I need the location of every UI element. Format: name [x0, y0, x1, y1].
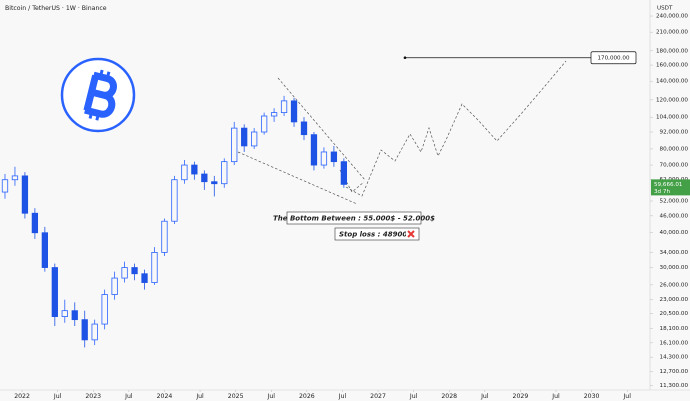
candle-body	[51, 267, 58, 317]
candle-body	[91, 323, 98, 341]
candle-body	[131, 267, 138, 275]
candle-body	[111, 277, 118, 295]
bottom-note-box	[286, 211, 422, 225]
chart-title: Bitcoin / TetherUS · 1W · Binance	[5, 5, 107, 12]
y-unit: USDT	[657, 6, 673, 12]
candle-body	[241, 127, 248, 147]
stop-loss-note: Stop loss : 48900$	[339, 231, 412, 239]
cross-icon	[406, 229, 416, 239]
y-tick-label: 140,000.00	[656, 79, 688, 85]
target-label: 170,000.00	[597, 56, 629, 62]
candle-body	[71, 310, 78, 321]
candle-body	[121, 267, 128, 279]
x-tick-label: Jul	[267, 393, 276, 400]
y-tick-label: 18,100.00	[660, 326, 689, 332]
x-tick-label: Jul	[195, 393, 204, 400]
candle-body	[211, 181, 218, 185]
y-tick-label: 240,000.00	[656, 14, 688, 20]
y-tick-label: 23,000.00	[660, 297, 689, 303]
y-tick-label: 40,000.00	[660, 230, 689, 236]
candle-body	[330, 151, 338, 163]
x-tick-label: 2022	[14, 393, 30, 400]
forecast-path	[345, 60, 567, 197]
x-tick-label: 2024	[157, 393, 173, 400]
candle-body	[290, 100, 298, 123]
wedge-lower	[237, 151, 358, 205]
candle-body	[181, 164, 188, 181]
candle-body	[141, 273, 148, 283]
x-tick-label: Jul	[53, 393, 62, 400]
candle-body	[161, 220, 168, 253]
bottom-note: The Bottom Between : 55.000$ - 52.000$	[273, 215, 435, 223]
candle-body	[151, 252, 158, 283]
x-tick-label: Jul	[551, 393, 560, 400]
candle-body	[221, 161, 228, 185]
candle-body	[11, 175, 19, 181]
y-tick-label: 14,300.00	[660, 355, 689, 361]
countdown: 3d 7h	[654, 189, 670, 195]
y-tick-label: 16,100.00	[660, 340, 689, 346]
bitcoin-logo	[60, 57, 136, 133]
candle-body	[191, 164, 198, 175]
candle-body	[1, 179, 9, 193]
candle-body	[81, 319, 88, 341]
candle-body	[61, 310, 68, 317]
candle-body	[171, 179, 178, 222]
y-tick-label: 46,000.00	[660, 213, 689, 219]
candle-body	[231, 127, 238, 163]
y-tick-label: 11,300.00	[660, 383, 689, 389]
candle-body	[31, 212, 39, 234]
x-tick-label: Jul	[338, 393, 347, 400]
y-tick-label: 20,500.00	[660, 311, 689, 317]
candle-body	[340, 161, 348, 185]
x-tick-label: 2028	[441, 393, 457, 400]
y-tick-label: 30,000.00	[660, 265, 689, 271]
x-tick-label: Jul	[622, 393, 631, 400]
y-tick-label: 180,000.00	[656, 48, 688, 54]
y-tick-label: 80,000.00	[660, 146, 689, 152]
y-tick-label: 26,000.00	[660, 282, 689, 288]
y-tick-label: 120,000.00	[656, 97, 688, 103]
x-tick-label: Jul	[124, 393, 133, 400]
y-tick-label: 104,000.00	[656, 115, 688, 121]
candle-body	[310, 134, 318, 166]
last-price-label: 59,666.01	[654, 182, 683, 188]
candle-body	[251, 131, 258, 147]
y-tick-label: 34,000.00	[660, 250, 689, 256]
candle-body	[320, 151, 328, 166]
x-tick-label: 2027	[370, 393, 386, 400]
stop-loss-box	[334, 227, 420, 241]
candle-body	[260, 115, 268, 133]
x-tick-label: 2026	[299, 393, 315, 400]
y-tick-label: 160,000.00	[656, 63, 688, 69]
y-tick-label: 52,000.00	[660, 199, 689, 205]
target-dot	[403, 56, 407, 60]
candle-body	[280, 100, 288, 114]
x-tick-label: 2030	[584, 393, 600, 400]
candle-body	[270, 112, 278, 117]
candle-body	[21, 175, 29, 214]
candle-body	[300, 121, 308, 136]
x-tick-label: 2029	[513, 393, 529, 400]
x-tick-label: 2023	[85, 393, 101, 400]
x-tick-label: Jul	[409, 393, 418, 400]
y-tick-label: 210,000.00	[656, 30, 688, 36]
candle-body	[101, 294, 108, 325]
candle-body	[41, 232, 48, 268]
x-tick-label: 2025	[228, 393, 244, 400]
y-tick-label: 92,000.00	[660, 130, 689, 136]
target-box	[590, 51, 637, 65]
last-price-box	[651, 179, 690, 196]
projection-drawings	[237, 60, 567, 205]
x-tick-label: Jul	[480, 393, 489, 400]
y-tick-label: 70,000.00	[660, 163, 689, 169]
candle-body	[201, 173, 208, 183]
y-tick-label: 12,700.00	[660, 369, 689, 375]
